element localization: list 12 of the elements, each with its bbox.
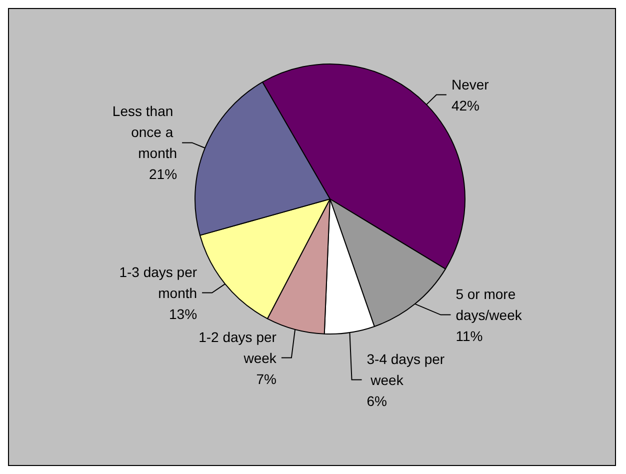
slice-label: Less than once a month xyxy=(112,103,178,162)
data-label: 6% xyxy=(366,392,387,409)
slice-label: Never xyxy=(451,76,490,92)
data-label: 21% xyxy=(149,166,178,182)
slice-label: 5 or more days/week xyxy=(456,286,523,323)
data-label: 42% xyxy=(451,97,480,114)
slice-label: 1-2 days per week xyxy=(198,328,278,366)
data-label: 7% xyxy=(256,370,276,387)
slice-label: 1-3 days per month xyxy=(119,264,198,301)
data-label: 13% xyxy=(169,306,198,322)
slice-label: 3-4 days per week xyxy=(366,350,445,388)
data-label: 11% xyxy=(456,328,483,344)
